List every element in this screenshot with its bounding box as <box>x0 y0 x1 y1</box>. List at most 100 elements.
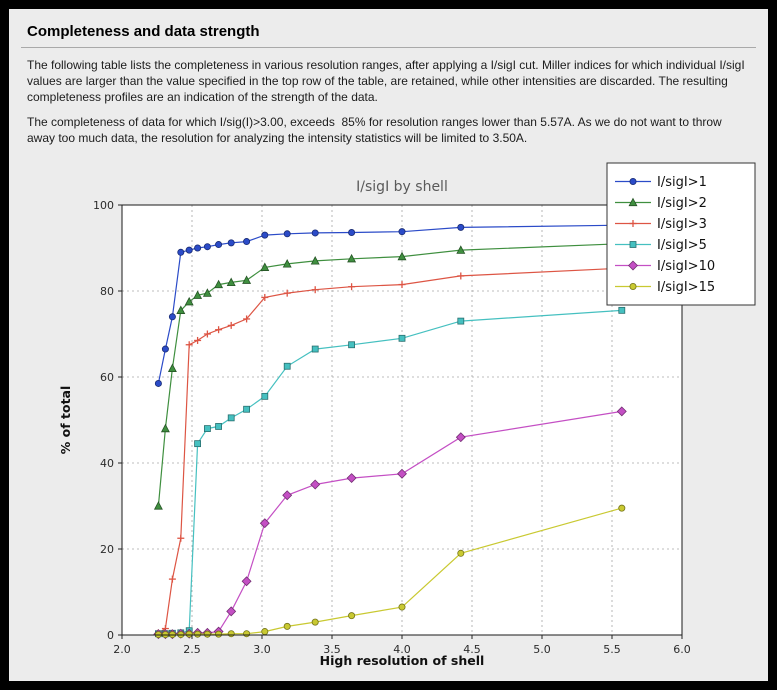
marker <box>310 479 321 490</box>
marker <box>227 239 235 247</box>
x-tick-label: 5.5 <box>603 643 621 656</box>
intro-paragraph: The following table lists the completene… <box>27 58 749 105</box>
marker <box>185 247 193 255</box>
marker <box>310 256 320 265</box>
marker <box>311 346 319 353</box>
marker <box>167 363 177 373</box>
marker <box>203 243 211 251</box>
marker <box>194 244 202 252</box>
marker <box>203 631 211 639</box>
marker <box>194 631 202 639</box>
y-tick-label: 0 <box>107 629 114 642</box>
legend-label: I/sigI>15 <box>657 280 715 295</box>
marker <box>398 228 406 236</box>
marker <box>202 288 212 298</box>
marker <box>628 260 638 271</box>
legend-item-I/sigI>2: I/sigI>2 <box>615 196 707 211</box>
marker <box>457 224 465 232</box>
marker <box>347 254 357 263</box>
marker <box>241 576 252 587</box>
marker <box>160 424 170 433</box>
marker <box>629 283 637 291</box>
marker <box>242 275 252 285</box>
marker <box>261 231 269 239</box>
marker <box>153 501 163 510</box>
completeness-chart: 2.0 2.5 3.0 3.5 4.0 4.5 5.0 5.5 6.0 0 20 40 60 80 100 I… <box>50 155 765 675</box>
series-I/sigI>2 <box>153 239 627 510</box>
marker <box>628 198 638 207</box>
marker <box>629 178 637 186</box>
legend-label: I/sigI>10 <box>657 259 715 274</box>
x-tick-label: 6.0 <box>673 643 691 656</box>
marker <box>185 631 193 639</box>
marker <box>243 406 251 414</box>
report-page: Completeness and data strength The follo… <box>9 9 768 681</box>
marker <box>397 469 407 480</box>
legend: I/sigI>1 I/sigI>2 I/sigI>3 I/sigI>5 I/sigI>1… <box>606 162 756 306</box>
marker <box>215 241 223 249</box>
legend-item-I/sigI>1: I/sigI>1 <box>615 175 707 190</box>
marker <box>348 341 356 349</box>
marker <box>455 432 466 443</box>
title-divider <box>21 47 756 48</box>
marker <box>168 313 176 321</box>
legend-label: I/sigI>5 <box>657 238 707 253</box>
x-tick-label: 3.5 <box>323 643 341 656</box>
y-tick-label: 100 <box>93 199 114 212</box>
marker <box>176 305 186 315</box>
chart-canvas: 2.0 2.5 3.0 3.5 4.0 4.5 5.0 5.5 6.0 0 20 40 60 80 100 I… <box>58 162 756 668</box>
marker <box>226 277 236 287</box>
y-tick-label: 40 <box>100 457 114 470</box>
y-tick-label: 20 <box>100 543 114 556</box>
marker <box>346 473 357 484</box>
marker <box>457 318 465 325</box>
marker <box>618 505 626 513</box>
legend-box <box>606 162 756 306</box>
marker <box>616 406 627 417</box>
legend-item-I/sigI>10: I/sigI>10 <box>615 259 715 274</box>
x-axis-label: High resolution of shell <box>320 653 485 668</box>
marker <box>214 280 224 289</box>
marker <box>629 241 637 249</box>
marker <box>348 229 356 237</box>
marker <box>259 518 270 529</box>
legend-item-I/sigI>15: I/sigI>15 <box>615 280 715 295</box>
page-title: Completeness and data strength <box>27 23 260 40</box>
x-tick-label: 2.5 <box>183 643 201 656</box>
x-tick-label: 4.0 <box>393 643 411 656</box>
x-tick-label: 5.0 <box>533 643 551 656</box>
marker <box>397 252 407 261</box>
marker <box>283 623 291 631</box>
x-tick-label: 2.0 <box>113 643 131 656</box>
marker <box>193 290 203 300</box>
marker <box>184 297 194 306</box>
marker <box>457 550 465 558</box>
y-tick-label: 80 <box>100 285 114 298</box>
marker <box>261 628 269 636</box>
marker <box>215 423 223 431</box>
marker <box>260 262 270 272</box>
marker <box>456 245 466 255</box>
marker <box>215 631 223 639</box>
marker <box>398 335 406 343</box>
legend-item-I/sigI>5: I/sigI>5 <box>615 238 707 253</box>
marker <box>348 612 356 620</box>
marker <box>283 363 291 371</box>
marker <box>283 230 291 238</box>
marker <box>398 603 406 611</box>
x-tick-label: 4.5 <box>463 643 481 656</box>
marker <box>177 249 185 257</box>
marker <box>227 630 235 638</box>
marker <box>311 229 319 237</box>
legend-label: I/sigI>1 <box>657 175 707 190</box>
x-tick-label: 3.0 <box>253 643 271 656</box>
marker <box>194 440 202 448</box>
marker <box>243 630 251 638</box>
marker <box>227 414 235 422</box>
marker <box>282 490 293 501</box>
marker <box>261 393 269 401</box>
marker <box>311 618 319 626</box>
marker <box>203 425 211 433</box>
marker <box>243 238 251 246</box>
y-axis-label: % of total <box>58 386 73 455</box>
